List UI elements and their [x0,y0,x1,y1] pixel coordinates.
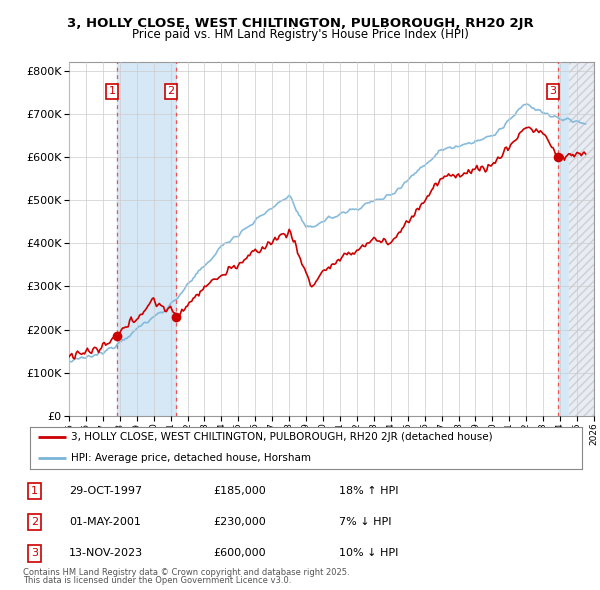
Text: 1: 1 [31,486,38,496]
Text: £185,000: £185,000 [213,486,266,496]
Text: 2: 2 [167,86,175,96]
Bar [117,62,176,416]
Text: 7% ↓ HPI: 7% ↓ HPI [339,517,391,527]
Text: 13-NOV-2023: 13-NOV-2023 [69,549,143,558]
Text: 29-OCT-1997: 29-OCT-1997 [69,486,142,496]
Text: Contains HM Land Registry data © Crown copyright and database right 2025.: Contains HM Land Registry data © Crown c… [23,568,349,577]
Text: HPI: Average price, detached house, Horsham: HPI: Average price, detached house, Hors… [71,454,311,463]
Bar [569,62,594,416]
Text: 3, HOLLY CLOSE, WEST CHILTINGTON, PULBOROUGH, RH20 2JR: 3, HOLLY CLOSE, WEST CHILTINGTON, PULBOR… [67,17,533,30]
Text: 10% ↓ HPI: 10% ↓ HPI [339,549,398,558]
Text: £230,000: £230,000 [213,517,266,527]
Text: 3, HOLLY CLOSE, WEST CHILTINGTON, PULBOROUGH, RH20 2JR (detached house): 3, HOLLY CLOSE, WEST CHILTINGTON, PULBOR… [71,432,493,442]
Text: 2: 2 [31,517,38,527]
Bar [558,62,594,416]
Text: 3: 3 [550,86,556,96]
Bar [569,62,594,416]
Text: £600,000: £600,000 [213,549,266,558]
Text: 1: 1 [109,86,115,96]
Text: 3: 3 [31,549,38,558]
Text: 18% ↑ HPI: 18% ↑ HPI [339,486,398,496]
Text: 01-MAY-2001: 01-MAY-2001 [69,517,141,527]
Text: Price paid vs. HM Land Registry's House Price Index (HPI): Price paid vs. HM Land Registry's House … [131,28,469,41]
Text: This data is licensed under the Open Government Licence v3.0.: This data is licensed under the Open Gov… [23,576,291,585]
